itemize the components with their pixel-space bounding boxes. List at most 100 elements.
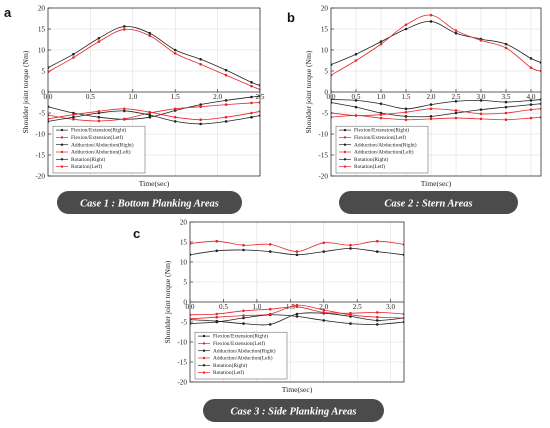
y-axis-label: Shoulder joint torque (Nm) (21, 50, 30, 133)
data-point (148, 115, 152, 119)
data-point (322, 319, 326, 322)
y-axis-label: Shoulder joint torque (Nm) (304, 50, 313, 133)
data-point (479, 117, 483, 121)
x-tick-label: 2.0 (319, 303, 328, 311)
data-point (504, 46, 508, 50)
legend-marker (343, 158, 347, 161)
y-tick-label: -20 (177, 379, 187, 387)
data-point (349, 313, 352, 317)
data-point (224, 73, 228, 77)
x-tick-label: 1.0 (252, 303, 261, 311)
y-tick-label: 0 (41, 89, 45, 97)
data-point (322, 308, 326, 312)
data-point (504, 100, 508, 104)
data-point (404, 110, 408, 114)
legend-entry: Flexion/Extension(Letf) (71, 134, 123, 141)
data-point (268, 307, 272, 311)
data-point (454, 111, 458, 115)
x-axis-label: Time(sec) (282, 385, 313, 394)
y-tick-label: -15 (318, 152, 328, 160)
data-point (72, 52, 75, 56)
series-6 (48, 107, 260, 122)
data-point (404, 118, 408, 122)
panel-letter: a (4, 5, 12, 20)
data-point (529, 57, 533, 60)
y-tick-label: -20 (318, 173, 328, 181)
data-point (322, 250, 326, 253)
banner-title: Case 1 : Bottom Planking Areas (80, 198, 219, 209)
panel-letter: c (133, 226, 140, 241)
x-tick-label: 0.5 (352, 93, 361, 101)
legend-marker (60, 158, 64, 161)
x-tick-label: 1.5 (402, 93, 411, 101)
x-tick-label: 3.0 (386, 303, 395, 311)
y-tick-label: 20 (38, 5, 46, 13)
data-point (375, 315, 379, 319)
legend-entry: Rotation(Letf) (71, 163, 102, 170)
data-point (97, 119, 101, 123)
data-point (354, 114, 358, 117)
data-point (504, 105, 508, 109)
data-point (404, 27, 408, 31)
data-point (529, 99, 533, 102)
legend-marker (60, 150, 64, 154)
data-point (454, 31, 458, 35)
series-3 (331, 101, 541, 118)
data-point (349, 243, 352, 247)
legend: Flexion/Extension(Right)Flexion/Extensio… (52, 125, 146, 174)
legend-marker (202, 364, 206, 367)
y-axis-label: Shoulder joint torque (Nm) (163, 260, 172, 343)
data-point (72, 113, 75, 116)
data-point (322, 311, 326, 314)
legend-entry: Flexion/Extension(Right) (213, 333, 268, 340)
chart-panel-c: c0.0 0.5 1.0 1.5 2.0 2.5 3.0-20-15-10-50510152… (133, 219, 405, 422)
data-point (504, 111, 508, 115)
x-tick-label: 0.5 (219, 303, 228, 311)
series-4 (48, 101, 260, 123)
data-point (148, 113, 152, 117)
data-point (215, 320, 219, 324)
data-point (97, 40, 101, 43)
data-point (379, 116, 383, 120)
legend-entry: Adduction/Abduction(Left) (213, 355, 273, 362)
data-point (250, 95, 253, 99)
legend-entry: Rotation(Right) (71, 156, 105, 163)
series-line (331, 115, 541, 121)
series-1 (48, 25, 260, 87)
legend-entry: Flexion/Extension(Right) (71, 127, 126, 134)
legend-marker (202, 371, 206, 374)
x-axis-label: Time(sec) (139, 179, 170, 188)
data-point (72, 56, 75, 59)
data-point (379, 102, 383, 106)
y-tick-label: 20 (180, 219, 188, 227)
y-tick-label: -10 (35, 131, 45, 139)
case-banner: Case 2 : Stern Areas (339, 191, 518, 214)
data-point (295, 253, 299, 257)
x-tick-label: 3.5 (502, 93, 511, 101)
chart-panel-b: b0.0 0.5 1.0 1.5 2.0 2.5 3.0 3.5 4.0-20-15-10-50… (287, 5, 542, 214)
y-tick-label: 0 (183, 299, 187, 307)
data-point (429, 117, 433, 121)
plot-frame (189, 221, 405, 383)
data-point (199, 57, 202, 61)
series-line (331, 108, 541, 116)
x-tick-label: 0.5 (86, 93, 95, 101)
data-point (97, 36, 101, 40)
y-tick-label: 15 (180, 239, 188, 247)
data-point (123, 107, 126, 111)
y-tick-label: 5 (324, 68, 328, 76)
data-point (268, 250, 272, 253)
y-tick-label: -20 (35, 173, 45, 181)
banner-pill (57, 191, 242, 214)
series-2 (331, 13, 541, 77)
legend-entry: Flexion/Extension(Letf) (354, 134, 406, 141)
y-tick-label: -5 (39, 110, 45, 118)
data-point (504, 42, 508, 46)
data-point (295, 312, 299, 316)
legend-marker (202, 334, 206, 338)
data-point (375, 311, 379, 314)
data-point (454, 99, 458, 103)
data-point (429, 103, 433, 106)
data-point (123, 28, 126, 31)
